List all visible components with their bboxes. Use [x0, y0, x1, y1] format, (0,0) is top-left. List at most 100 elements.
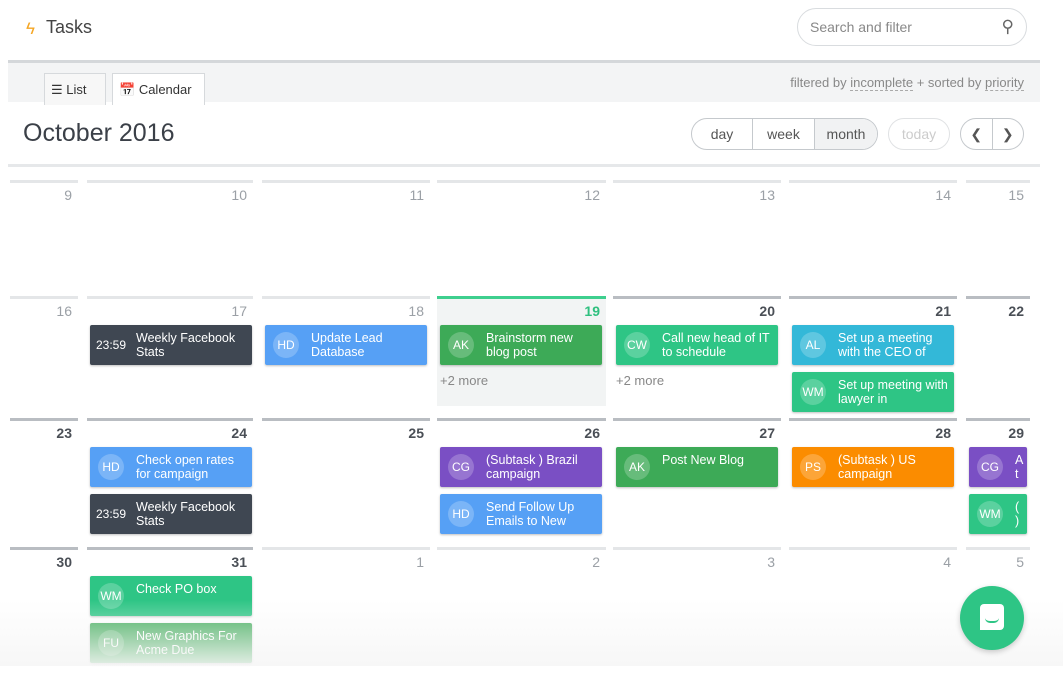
day-cell[interactable]: 25 — [262, 418, 430, 541]
task-event[interactable]: AL Set up a meeting with the CEO of — [792, 325, 954, 365]
task-event[interactable]: 23:59 Weekly Facebook Stats — [90, 325, 252, 365]
today-button[interactable]: today — [888, 118, 950, 150]
week-view-button[interactable]: week — [753, 119, 815, 149]
day-number: 16 — [56, 303, 72, 319]
task-event[interactable]: AK Post New Blog — [616, 447, 778, 487]
day-number: 14 — [935, 187, 951, 203]
day-cell[interactable]: 5 — [966, 547, 1030, 659]
day-top-bar — [437, 547, 606, 550]
task-event[interactable]: 23:59 Weekly Facebook Stats — [90, 494, 252, 534]
day-cell[interactable]: 19 AK Brainstorm new blog post +2 more — [437, 296, 606, 406]
day-top-bar — [87, 547, 253, 550]
day-number: 25 — [408, 425, 424, 441]
task-event[interactable]: HD Send Follow Up Emails to New — [440, 494, 602, 534]
sort-link[interactable]: priority — [984, 75, 1024, 91]
search-input[interactable] — [810, 19, 980, 35]
day-cell[interactable]: 28 PS (Subtask ) US campaign — [789, 418, 957, 541]
day-cell[interactable]: 2 — [437, 547, 606, 659]
day-number: 2 — [592, 554, 600, 570]
day-top-bar — [966, 418, 1030, 421]
day-top-bar — [966, 296, 1030, 299]
task-time: 23:59 — [96, 507, 127, 521]
tab-calendar[interactable]: 📅 Calendar — [112, 73, 205, 105]
day-cell[interactable]: 1 — [262, 547, 430, 659]
more-link[interactable]: +2 more — [440, 373, 489, 388]
chevron-left-icon[interactable]: ❮ — [961, 119, 993, 149]
day-number: 10 — [231, 187, 247, 203]
task-title: Set up meeting with lawyer in — [838, 378, 948, 406]
day-number: 13 — [759, 187, 775, 203]
day-cell[interactable]: 20 CW Call new head of IT to schedule +2 mo… — [613, 296, 781, 412]
task-title: Send Follow Up Emails to New — [486, 500, 575, 528]
day-top-bar — [262, 180, 430, 183]
task-event[interactable]: PS (Subtask ) US campaign — [792, 447, 954, 487]
search-box[interactable]: ⚲ — [797, 8, 1027, 46]
day-cell[interactable]: 11 — [262, 180, 430, 290]
day-top-bar — [966, 180, 1030, 183]
avatar: CG — [448, 454, 474, 480]
day-top-bar — [262, 547, 430, 550]
task-event[interactable]: WM ( ) — [969, 494, 1027, 534]
task-event[interactable]: WM Set up meeting with lawyer in — [792, 372, 954, 412]
day-number: 3 — [767, 554, 775, 570]
app-title: Tasks — [46, 17, 93, 37]
day-number: 29 — [1008, 425, 1024, 441]
day-cell[interactable]: 23 — [10, 418, 78, 541]
sort-prefix: + sorted by — [913, 75, 985, 90]
day-cell[interactable]: 12 — [437, 180, 606, 290]
day-cell[interactable]: 30 — [10, 547, 78, 659]
task-title: Check open rates for campaign — [136, 453, 234, 481]
day-cell[interactable]: 27 AK Post New Blog — [613, 418, 781, 541]
view-switcher: day week month — [691, 118, 878, 150]
day-cell[interactable]: 14 — [789, 180, 957, 290]
day-top-bar — [613, 296, 781, 299]
task-event[interactable]: CG A t — [969, 447, 1027, 487]
day-cell[interactable]: 13 — [613, 180, 781, 290]
day-cell[interactable]: 21 AL Set up a meeting with the CEO of WM Se… — [789, 296, 957, 412]
task-event[interactable]: CW Call new head of IT to schedule — [616, 325, 778, 365]
day-top-bar — [10, 180, 78, 183]
day-cell[interactable]: 17 23:59 Weekly Facebook Stats — [87, 296, 253, 412]
day-cell[interactable]: 16 — [10, 296, 78, 412]
day-cell[interactable]: 26 CG (Subtask ) Brazil campaign HD Send Fol… — [437, 418, 606, 541]
day-top-bar — [262, 296, 430, 299]
day-top-bar — [613, 418, 781, 421]
task-title: Weekly Facebook Stats — [136, 500, 236, 528]
day-view-button[interactable]: day — [692, 119, 753, 149]
filter-link[interactable]: incomplete — [850, 75, 914, 91]
task-event[interactable]: HD Check open rates for campaign — [90, 447, 252, 487]
day-cell[interactable]: 9 — [10, 180, 78, 290]
more-link[interactable]: +2 more — [616, 373, 665, 388]
day-top-bar — [789, 418, 957, 421]
avatar: WM — [800, 379, 826, 405]
task-event[interactable]: CG (Subtask ) Brazil campaign — [440, 447, 602, 487]
day-number: 20 — [759, 303, 775, 319]
day-top-bar — [789, 547, 957, 550]
day-cell[interactable]: 18 HD Update Lead Database — [262, 296, 430, 412]
avatar: WM — [977, 501, 1003, 527]
day-cell[interactable]: 3 — [613, 547, 781, 659]
tab-list[interactable]: ☰ List — [44, 73, 106, 105]
task-event[interactable]: HD Update Lead Database — [265, 325, 427, 365]
task-event[interactable]: AK Brainstorm new blog post — [440, 325, 602, 365]
day-cell[interactable]: 10 — [87, 180, 253, 290]
day-cell[interactable]: 4 — [789, 547, 957, 659]
search-icon[interactable]: ⚲ — [1001, 17, 1014, 36]
avatar: HD — [273, 332, 299, 358]
chat-button[interactable] — [960, 586, 1024, 650]
day-number: 30 — [56, 554, 72, 570]
month-view-button[interactable]: month — [815, 119, 877, 149]
day-cell[interactable]: 29 CG A t WM ( ) — [966, 418, 1030, 541]
day-number: 27 — [759, 425, 775, 441]
avatar: HD — [448, 501, 474, 527]
day-cell[interactable]: 24 HD Check open rates for campaign 23:59 We… — [87, 418, 253, 541]
avatar: CW — [624, 332, 650, 358]
avatar: AK — [624, 454, 650, 480]
day-cell[interactable]: 22 — [966, 296, 1030, 412]
chevron-right-icon[interactable]: ❯ — [1001, 126, 1014, 142]
day-cell[interactable]: 15 — [966, 180, 1030, 290]
day-number: 21 — [935, 303, 951, 319]
day-top-bar — [437, 418, 606, 421]
day-top-bar — [87, 296, 253, 299]
day-top-bar — [789, 180, 957, 183]
